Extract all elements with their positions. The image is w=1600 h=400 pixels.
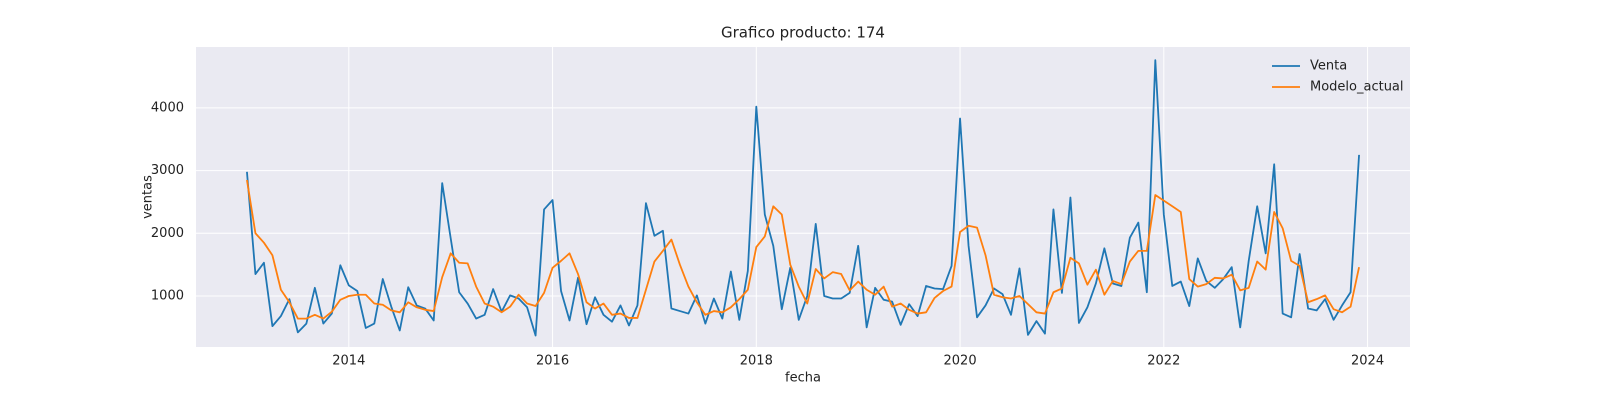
x-tick-label: 2024 [1351, 354, 1384, 369]
chart-title: Grafico producto: 174 [721, 24, 885, 42]
y-tick-label: 4000 [151, 100, 184, 115]
series-line [246, 59, 1360, 337]
x-tick-label: 2018 [740, 354, 773, 369]
legend-label: Venta [1310, 59, 1347, 74]
x-tick-label: 2014 [332, 354, 365, 369]
grid [196, 47, 1410, 347]
x-tick-label: 2022 [1147, 354, 1180, 369]
y-axis-label: ventas [141, 175, 156, 219]
y-tick-label: 1000 [151, 289, 184, 304]
y-tick-label: 2000 [151, 226, 184, 241]
legend-label: Modelo_actual [1310, 80, 1404, 95]
y-tick-label: 3000 [151, 163, 184, 178]
series-line [246, 179, 1360, 320]
x-tick-label: 2020 [944, 354, 977, 369]
x-axis-label: fecha [785, 371, 821, 386]
x-tick-label: 2016 [536, 354, 569, 369]
